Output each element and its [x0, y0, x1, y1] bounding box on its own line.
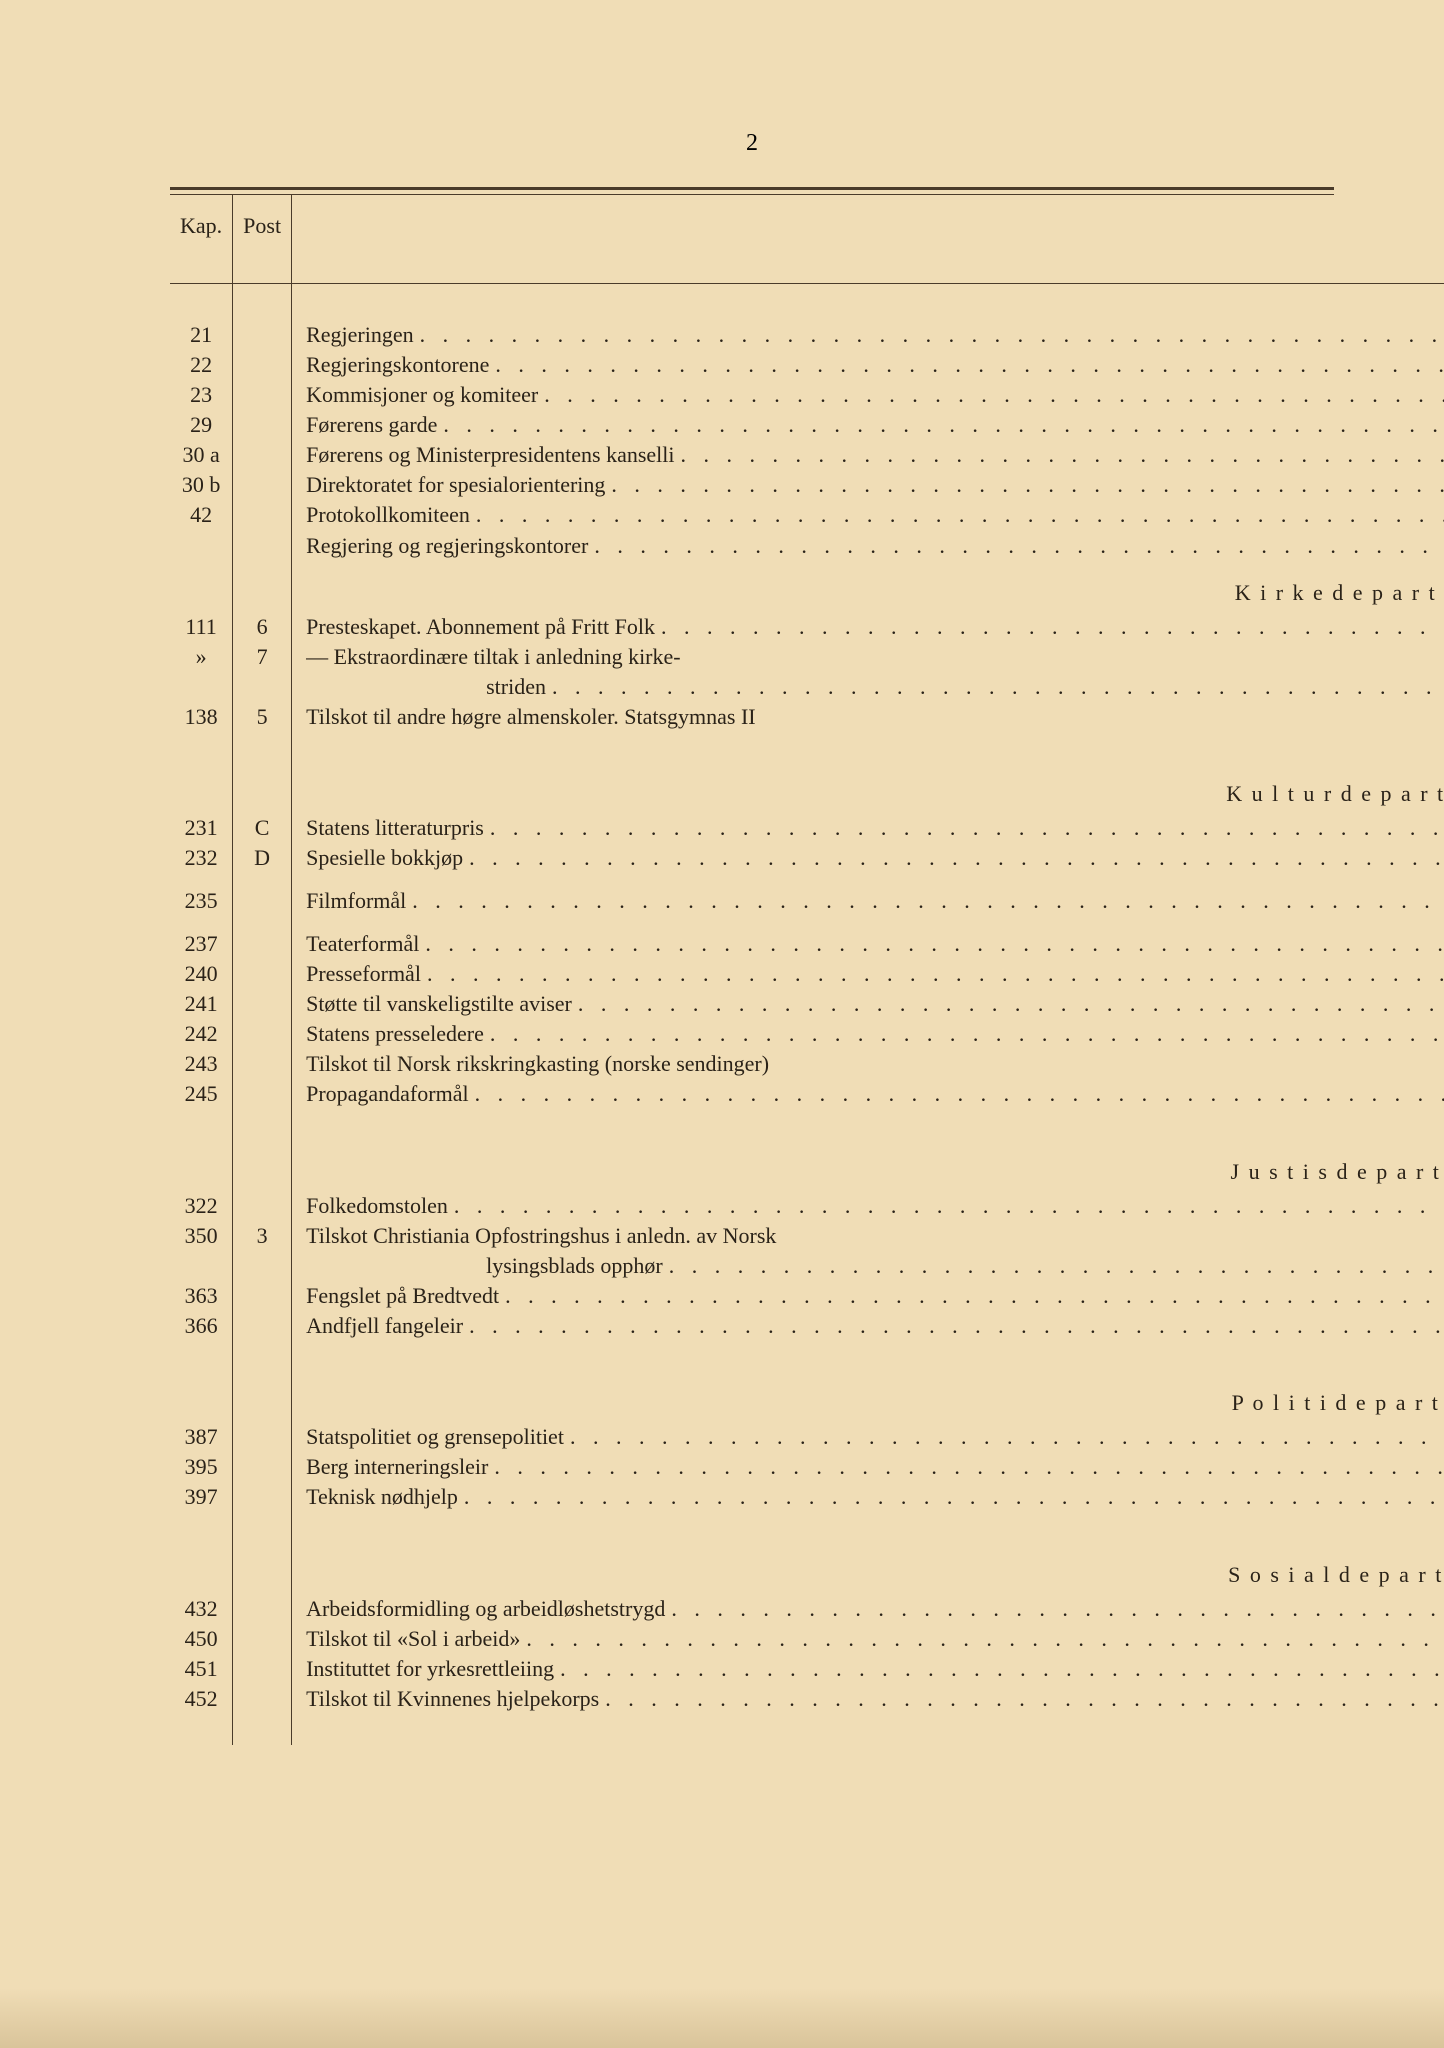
table-row: 237Teaterformål. . . . . . . . . . . . .… [170, 929, 1444, 959]
table-row: 452Tilskot til Kvinnenes hjelpekorps. . … [170, 1684, 1444, 1715]
table-row: 366Andfjell fangeleir. . . . . . . . . .… [170, 1311, 1444, 1342]
table-row: 397Teknisk nødhjelp. . . . . . . . . . .… [170, 1482, 1444, 1513]
table-row: 451Instituttet for yrkesrettleiing. . . … [170, 1654, 1444, 1684]
table-row: 1385Tilskot til andre høgre almenskoler.… [170, 702, 1444, 733]
table-row: 22Regjeringskontorene. . . . . . . . . .… [170, 350, 1444, 380]
section-heading: S o s i a l d e p a r t e m e n t e t. [170, 1544, 1444, 1594]
table-row: 432Arbeidsformidling og arbeidløshetstry… [170, 1594, 1444, 1624]
table-row: 30 bDirektoratet for spesialorientering.… [170, 470, 1444, 500]
header-row: Kap. Post Statsregnskap1940—41 Statsregn… [170, 195, 1444, 284]
table-row: 30 aFørerens og Ministerpresidentens kan… [170, 440, 1444, 470]
table-row: 235Filmformål. . . . . . . . . . . . . .… [170, 886, 1444, 917]
table-row: 322Folkedomstolen. . . . . . . . . . . .… [170, 1191, 1444, 1221]
section-heading: K u l t u r d e p a r t e m e n t e t. [170, 763, 1444, 813]
table-row: 241Støtte til vanskeligstilte aviser. . … [170, 989, 1444, 1019]
table-row: 3503Tilskot Christiania Opfostringshus i… [170, 1221, 1444, 1251]
hdr-post: Post [233, 195, 292, 284]
table-row: 232DSpesielle bokkjøp. . . . . . . . . .… [170, 843, 1444, 873]
table-row: 21Regjeringen. . . . . . . . . . . . . .… [170, 320, 1444, 350]
table-row: striden. . . . . . . . . . . . . . . . .… [170, 672, 1444, 702]
subtotal-row: 2 611 1565 193 591 [170, 1110, 1444, 1141]
subtotal-row: —— [170, 732, 1444, 763]
section-heading: J u s t i s d e p a r t e m e n t e t. [170, 1141, 1444, 1191]
scanned-page: 2 Kap. Post Statsregnskap1940—41 Statsre… [0, 0, 1444, 2048]
table-row: 23Kommisjoner og komiteer. . . . . . . .… [170, 380, 1444, 410]
table-body: 21Regjeringen. . . . . . . . . . . . . .… [170, 320, 1444, 1745]
section-heading: P o l i t i d e p a r t e m e n t e t. [170, 1372, 1444, 1422]
section-heading: K i r k e d e p a r t e m e n t e t. [170, 562, 1444, 612]
table-row: lysingsblads opphør. . . . . . . . . . .… [170, 1251, 1444, 1281]
table-row: 242Statens presseledere. . . . . . . . .… [170, 1019, 1444, 1049]
table-row: 1116Presteskapet. Abonnement på Fritt Fo… [170, 612, 1444, 642]
unit-row: Kr. Kr. [170, 284, 1444, 321]
table-row: 240Presseformål. . . . . . . . . . . . .… [170, 959, 1444, 989]
ledger-table: Kap. Post Statsregnskap1940—41 Statsregn… [170, 195, 1444, 1746]
subtotal-row: 296 7592 117 671 [170, 1513, 1444, 1544]
subtotal-row: 216 000739 000 [170, 1714, 1444, 1745]
table-row: 450Tilskot til «Sol i arbeid». . . . . .… [170, 1624, 1444, 1654]
table-row: 387Statspolitiet og grensepolitiet. . . … [170, 1422, 1444, 1452]
hdr-kap: Kap. [170, 195, 233, 284]
table-row: 29Førerens garde. . . . . . . . . . . . … [170, 410, 1444, 440]
table-row: 231CStatens litteraturpris. . . . . . . … [170, 813, 1444, 843]
table-row: 245Propagandaformål. . . . . . . . . . .… [170, 1079, 1444, 1110]
table-row: 243Tilskot til Norsk rikskringkasting (n… [170, 1049, 1444, 1079]
subtotal-row: 15 565252 306 [170, 1341, 1444, 1372]
table-row: 363Fengslet på Bredtvedt. . . . . . . . … [170, 1281, 1444, 1311]
table-row: »7— Ekstraordinære tiltak i anledning ki… [170, 642, 1444, 672]
subtotal-row: Regjering og regjeringskontorer. . . . .… [170, 531, 1444, 562]
top-double-rule [170, 187, 1334, 195]
hdr-desc [292, 195, 1444, 284]
table-row: 395Berg interneringsleir. . . . . . . . … [170, 1452, 1444, 1482]
page-number: 2 [170, 130, 1334, 157]
table-row: 42Protokollkomiteen. . . . . . . . . . .… [170, 500, 1444, 531]
